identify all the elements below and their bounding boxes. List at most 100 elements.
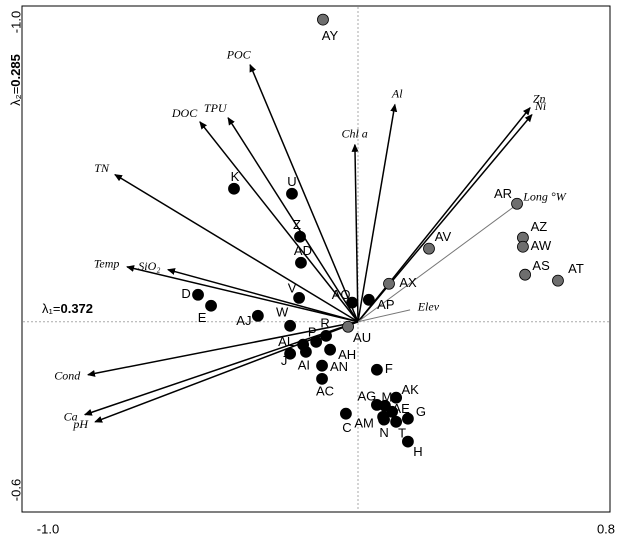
site-label: T [398,425,406,440]
site-point [284,319,297,332]
site-point [205,299,217,312]
site-point [517,240,529,253]
site-point [192,288,204,301]
arrow [357,103,398,322]
y-axis-eigenvalue: 0.285 [8,54,23,87]
x-tick-label: -1.0 [37,521,59,536]
plot-frame [21,5,611,513]
site-label: AG [358,388,377,403]
site-label: AC [316,383,334,398]
site-label: H [413,444,422,459]
site-point [552,274,564,287]
arrow [357,203,519,323]
site-point [293,292,306,304]
site-point [342,320,354,333]
site-point [423,242,435,255]
arrow-label: Long °W [522,190,566,204]
site-point [378,413,390,426]
site-label: C [342,420,351,435]
site-point [390,415,403,428]
arrow-label: Elev [417,299,440,313]
arrow [351,143,359,322]
site-point [383,277,395,290]
site-label: F [385,361,393,376]
site-point [340,407,352,420]
site-label: K [231,169,240,184]
site-label: AS [532,258,550,273]
site-point [317,13,329,26]
site-label: U [287,174,296,189]
site-point [519,268,531,281]
site-label: E [198,310,207,325]
arrow [357,106,531,323]
site-label: R [320,315,329,330]
site-point [310,335,323,348]
arrow [357,113,533,323]
site-point [320,329,332,342]
site-label: AW [531,238,552,253]
arrow-label: POC [226,47,252,61]
site-label: N [379,425,388,440]
arrow-label: Zn [533,92,546,106]
site-label: AL [278,334,294,349]
site-label: AN [330,359,348,374]
site-point [390,391,403,404]
arrow-label: Temp [94,256,120,270]
site-point [316,359,328,372]
site-label: AE [392,401,410,416]
x-axis-eigenvalue: 0.372 [60,301,93,316]
site-label: G [416,404,426,419]
site-label: Z [293,217,301,232]
site-label: P [308,324,317,339]
site-label: AR [494,186,512,201]
site-point [251,309,264,322]
arrow [167,268,359,323]
arrow-label: pH [72,417,89,431]
site-point [228,182,240,195]
site-label: AJ [236,313,251,328]
site-point [295,256,307,269]
x-tick-label: 0.8 [597,521,615,536]
arrow-label: Al [391,87,403,101]
site-label: AT [568,261,584,276]
site-label: AI [298,357,310,372]
site-label: AM [354,415,374,430]
arrow [227,116,359,323]
site-label: AO [332,287,351,302]
site-point [284,347,297,360]
site-label: AK [401,382,419,397]
site-point [324,343,337,356]
arrow-label: Ca [64,410,78,424]
arrow [114,173,359,323]
arrow-label: Ni [534,99,546,113]
site-label: AX [399,275,417,290]
site-point [316,372,328,385]
arrow [126,265,359,323]
site-label: AU [353,330,371,345]
arrow [87,321,359,377]
site-point [402,435,414,448]
site-label: M [382,389,393,404]
y-axis-symbol: λ₂= [8,87,23,106]
site-point [286,187,298,200]
x-axis-label: λ₁=0.372 [42,301,93,316]
site-label: D [181,286,190,301]
y-axis-label: λ₂=0.285 [8,54,23,106]
arrow-label: SiO₂ [138,259,160,273]
site-point [362,293,375,306]
site-label: AV [435,229,452,244]
x-axis-symbol: λ₁= [42,301,60,316]
site-point [386,405,399,418]
site-label: AY [322,28,339,43]
arrow [357,309,411,323]
arrow-label: Chl a [341,127,367,141]
arrow [199,121,359,323]
site-point [300,345,312,358]
arrow-label: DOC [171,106,198,120]
y-top-label: -1.0 [8,11,23,33]
arrow-label: TPU [204,101,228,115]
site-label: AD [294,243,312,258]
site-label: AZ [531,219,548,234]
site-label: W [276,304,289,319]
